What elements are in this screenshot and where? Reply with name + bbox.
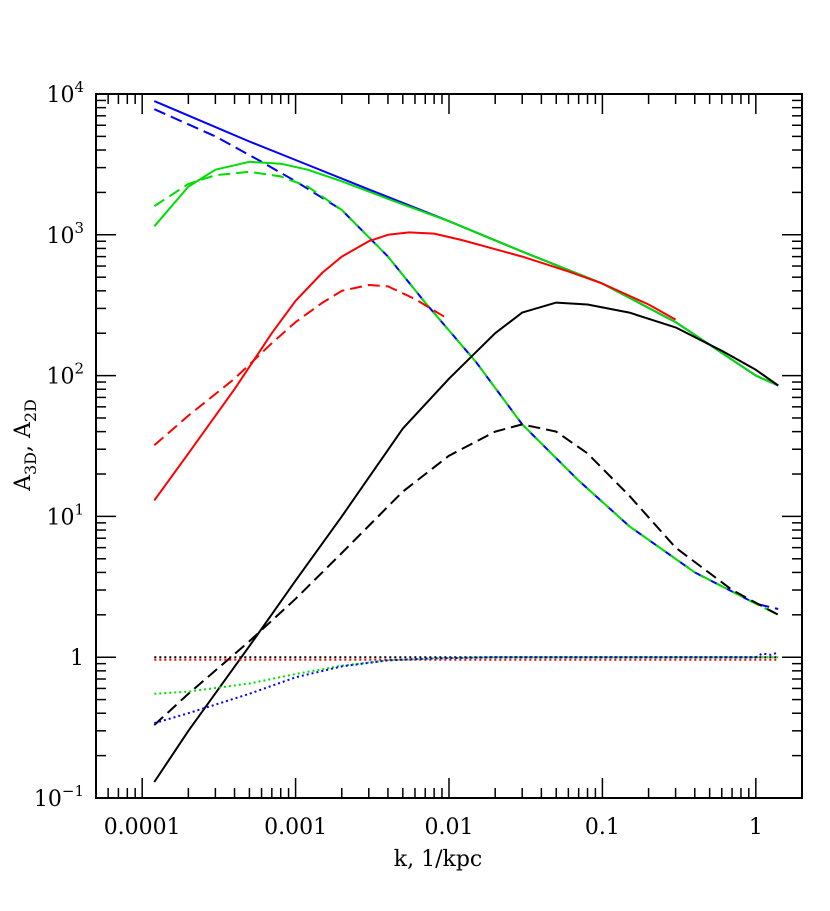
y-tick-label: 101 xyxy=(46,500,84,530)
x-tick-label: 0.01 xyxy=(425,815,474,840)
x-tick-labels: 0.0001 0.001 0.01 0.1 1 xyxy=(104,815,763,840)
x-tick-label: 1 xyxy=(749,815,763,840)
y-tick-label: 103 xyxy=(46,219,84,249)
x-tick-label: 0.0001 xyxy=(104,815,181,840)
y-tick-label: 104 xyxy=(46,78,84,108)
x-tick-label: 0.001 xyxy=(264,815,327,840)
y-tick-labels: 10−1 1 101 102 103 104 xyxy=(34,78,84,812)
series-line-2 xyxy=(153,108,779,610)
series-line-11 xyxy=(154,656,779,695)
series-line-12 xyxy=(154,651,779,725)
series-line-8 xyxy=(153,423,779,726)
series-line-5 xyxy=(153,231,677,501)
series-line-1 xyxy=(153,100,779,387)
series-line-7 xyxy=(153,301,779,783)
y-tick-label: 1 xyxy=(70,646,84,671)
series-line-6 xyxy=(153,284,450,447)
series-lines xyxy=(153,100,779,783)
x-axis-label: k, 1/kpc xyxy=(394,847,482,872)
plot-frame xyxy=(95,93,803,799)
series-line-4 xyxy=(153,170,779,616)
series-line-3 xyxy=(153,160,779,387)
x-tick-label: 0.1 xyxy=(585,815,620,840)
y-tick-label: 102 xyxy=(46,360,84,390)
axis-ticks xyxy=(95,93,803,799)
y-tick-label: 10−1 xyxy=(34,782,84,812)
y-axis-label: A3D, A2D xyxy=(11,399,40,492)
